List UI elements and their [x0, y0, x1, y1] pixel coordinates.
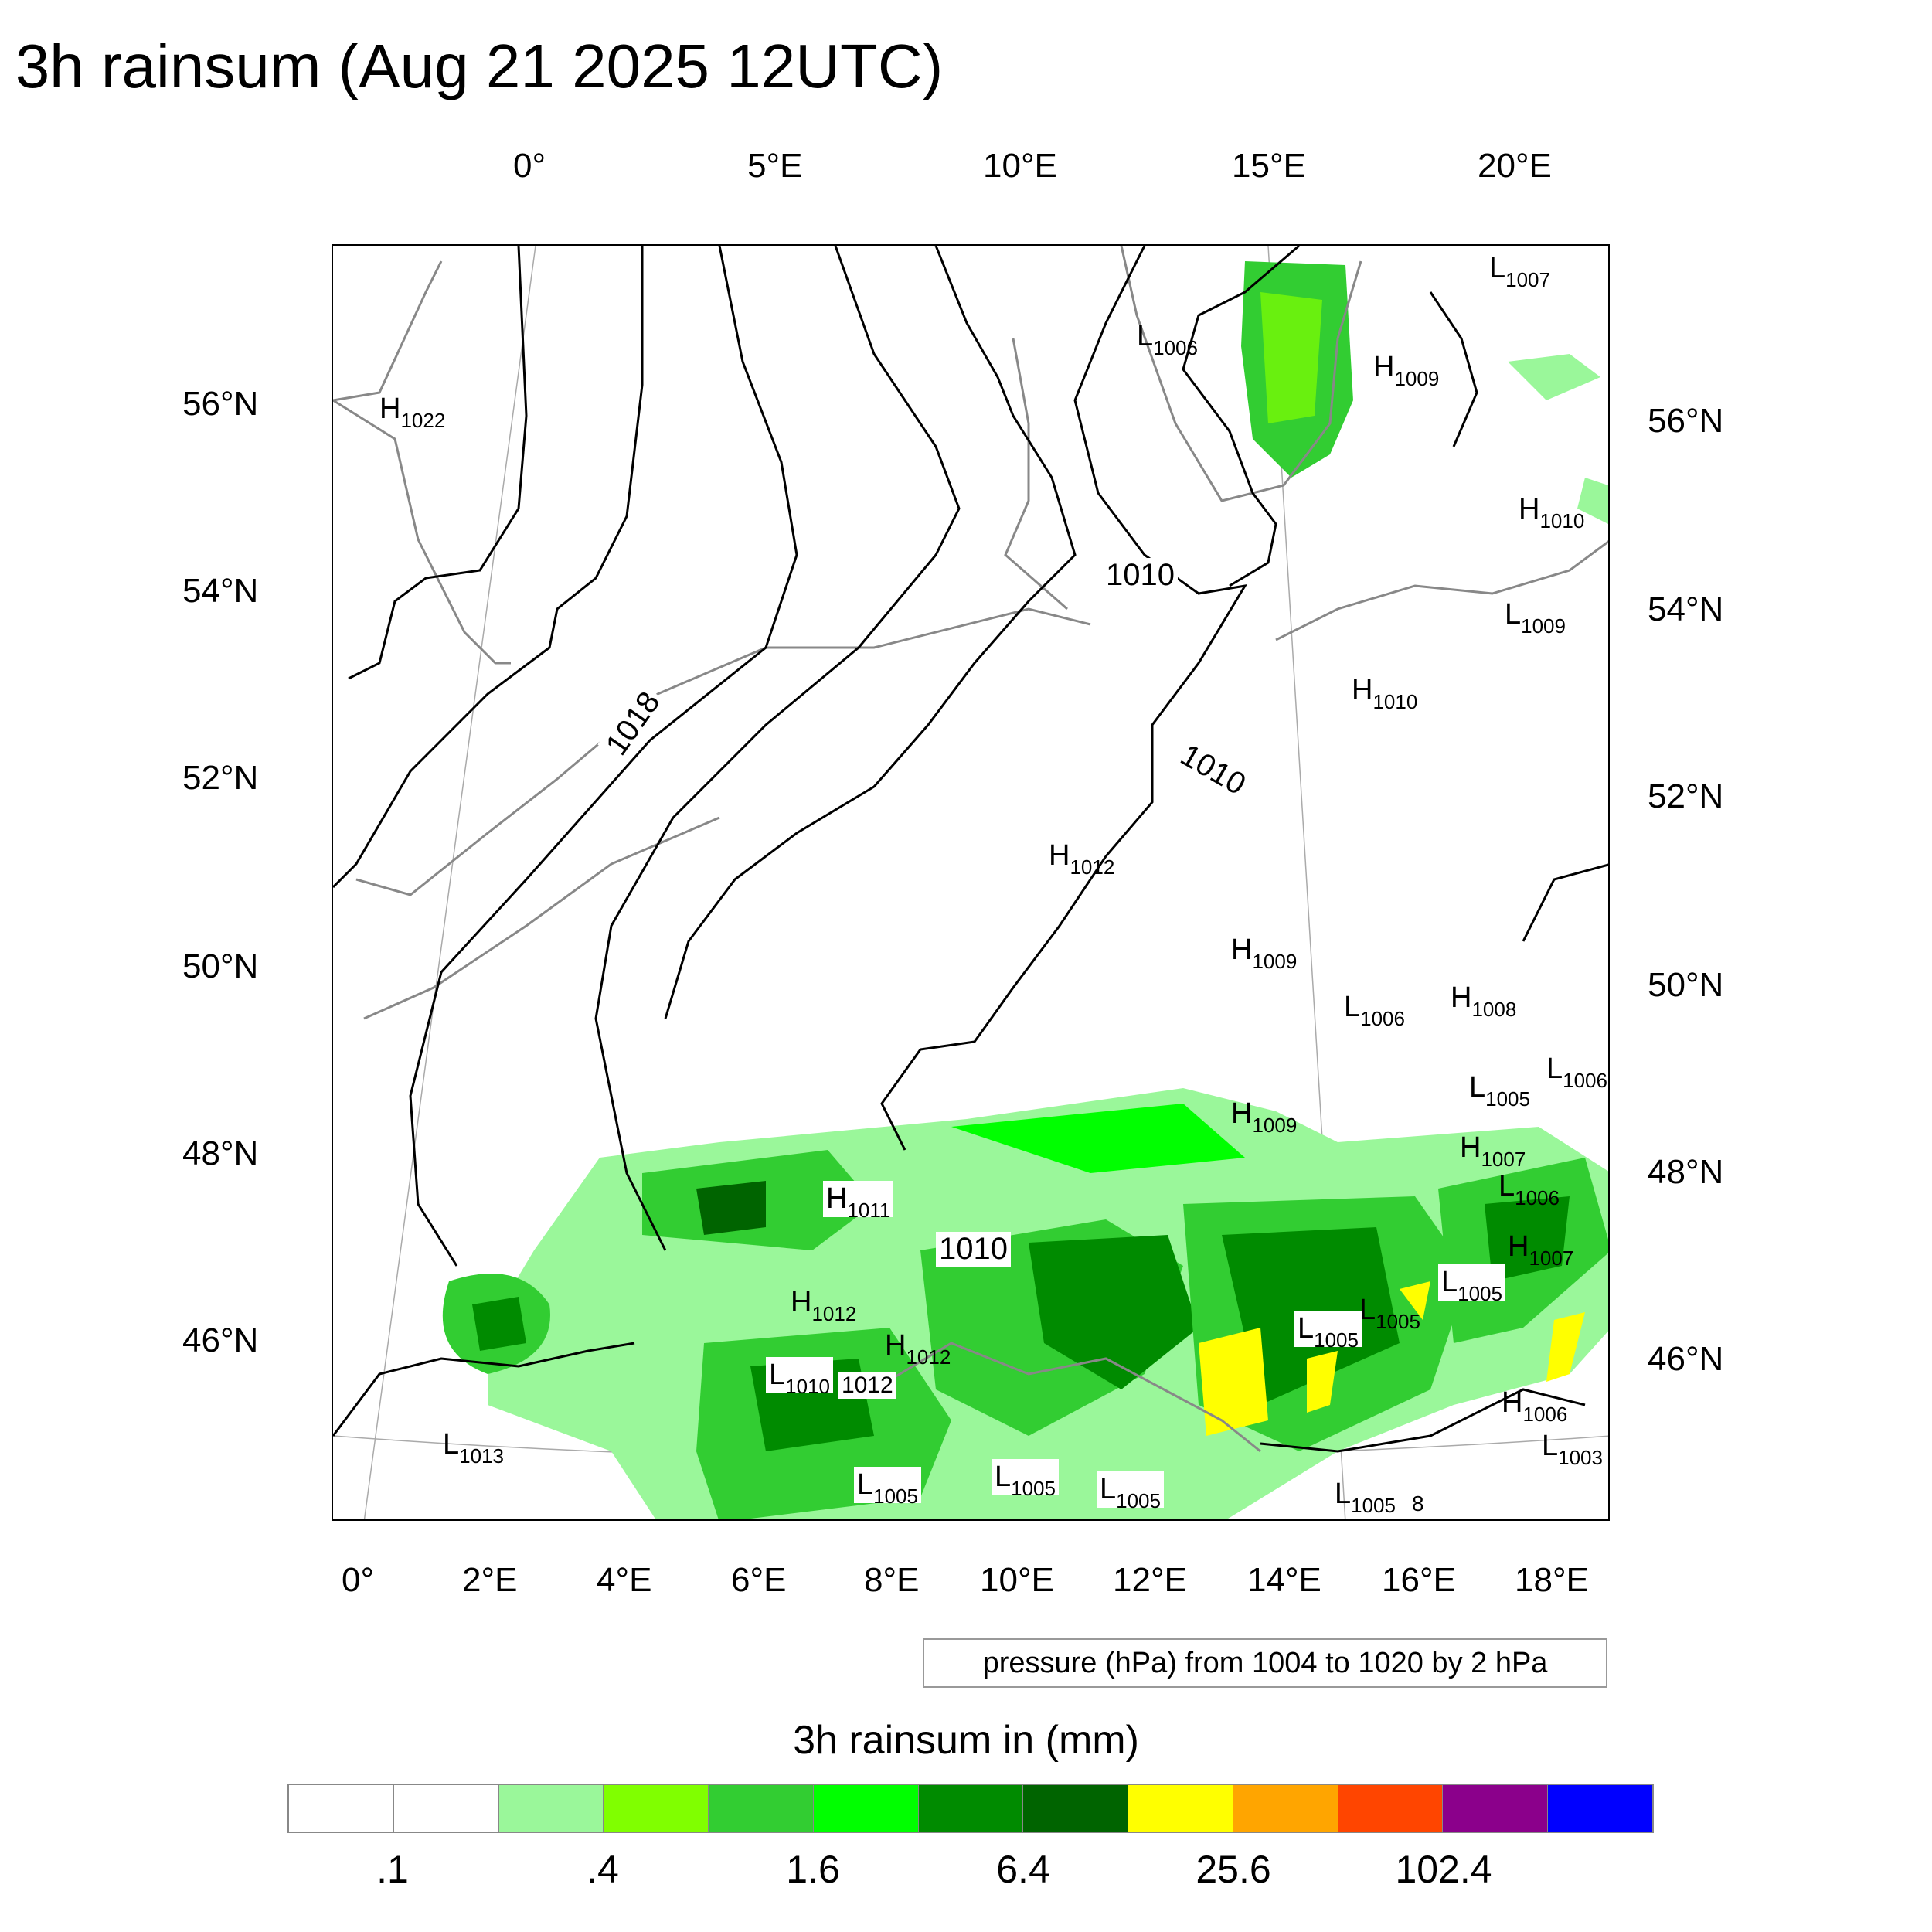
colorbar-swatch	[289, 1785, 394, 1832]
contour-label: 8	[1409, 1492, 1427, 1516]
top-tick: 10°E	[983, 147, 1057, 185]
pressure-center: L1005	[1469, 1071, 1530, 1111]
pressure-center: H1011	[823, 1181, 894, 1222]
pressure-center: L1006	[1344, 991, 1405, 1030]
top-tick: 20°E	[1478, 147, 1552, 185]
colorbar-swatch	[1128, 1785, 1233, 1832]
bottom-tick: 12°E	[1113, 1561, 1187, 1599]
pressure-info-box: pressure (hPa) from 1004 to 1020 by 2 hP…	[923, 1638, 1607, 1688]
pressure-center: H1009	[1373, 351, 1440, 390]
colorbar-swatch	[1548, 1785, 1652, 1832]
pressure-center: L1006	[1137, 320, 1198, 359]
pressure-center: H1010	[1352, 674, 1418, 713]
pressure-center: H1012	[791, 1286, 857, 1325]
colorbar-title: 3h rainsum in (mm)	[793, 1718, 1139, 1763]
pressure-center: H1012	[1049, 839, 1115, 879]
pressure-center: L1010	[766, 1357, 833, 1398]
contour-label: 1012	[838, 1372, 896, 1399]
right-tick: 46°N	[1648, 1340, 1724, 1378]
colorbar-label: 102.4	[1395, 1848, 1492, 1891]
colorbar-swatch	[604, 1785, 709, 1832]
colorbar-swatch	[1233, 1785, 1338, 1832]
right-tick: 48°N	[1648, 1153, 1724, 1191]
colorbar-label: 6.4	[996, 1848, 1050, 1891]
pressure-center: L1005	[1335, 1478, 1396, 1517]
colorbar-label: .1	[376, 1848, 409, 1891]
pressure-center: H1009	[1231, 1097, 1298, 1137]
pressure-center: L1006	[1546, 1053, 1607, 1092]
top-tick: 15°E	[1232, 147, 1306, 185]
colorbar-label: 25.6	[1196, 1848, 1271, 1891]
pressure-center: L1005	[1294, 1311, 1362, 1352]
colorbar-swatch	[709, 1785, 814, 1832]
left-tick: 56°N	[182, 385, 259, 423]
colorbar-swatch	[1023, 1785, 1129, 1832]
colorbar	[287, 1784, 1654, 1833]
coastline	[333, 246, 1608, 1453]
colorbar-swatch	[393, 1785, 499, 1832]
pressure-center: L1005	[854, 1467, 921, 1508]
bottom-tick: 14°E	[1247, 1561, 1321, 1599]
pressure-center: H1007	[1460, 1131, 1526, 1171]
pressure-center: L1005	[1097, 1471, 1164, 1512]
pressure-center: L1007	[1489, 252, 1550, 291]
pressure-center: H1009	[1231, 934, 1298, 973]
map-title: 3h rainsum (Aug 21 2025 12UTC)	[15, 32, 944, 100]
precip-field	[442, 261, 1608, 1519]
colorbar-swatch	[1443, 1785, 1549, 1832]
pressure-center: L1005	[1438, 1264, 1505, 1305]
contour-label: 1010	[936, 1232, 1011, 1267]
pressure-center: L1006	[1498, 1170, 1560, 1209]
pressure-center: L1003	[1542, 1430, 1603, 1469]
bottom-tick: 16°E	[1382, 1561, 1456, 1599]
bottom-tick: 6°E	[731, 1561, 787, 1599]
left-tick: 54°N	[182, 572, 259, 610]
pressure-center: L1005	[992, 1459, 1059, 1500]
left-tick: 46°N	[182, 1321, 259, 1359]
map-panel[interactable]: H1022 L1006 H1009 L1007 H1010 L1009 H101…	[332, 244, 1610, 1521]
bottom-tick: 2°E	[462, 1561, 518, 1599]
pressure-center: H1012	[885, 1329, 951, 1369]
right-tick: 56°N	[1648, 402, 1724, 440]
right-tick: 54°N	[1648, 590, 1724, 628]
pressure-center: H1006	[1502, 1386, 1568, 1426]
bottom-tick: 18°E	[1515, 1561, 1589, 1599]
colorbar-swatch	[498, 1785, 604, 1832]
bottom-tick: 8°E	[864, 1561, 920, 1599]
right-tick: 50°N	[1648, 966, 1724, 1004]
pressure-center: H1010	[1519, 493, 1585, 532]
map-graphics	[333, 246, 1608, 1519]
left-tick: 52°N	[182, 759, 259, 797]
pressure-center: H1007	[1508, 1230, 1574, 1270]
bottom-tick: 0°	[342, 1561, 375, 1599]
colorbar-swatch	[813, 1785, 919, 1832]
right-tick: 52°N	[1648, 777, 1724, 815]
pressure-center: L1009	[1505, 598, 1566, 638]
colorbar-label: 1.6	[786, 1848, 840, 1891]
pressure-center: L1013	[443, 1428, 504, 1468]
pressure-center: H1022	[379, 393, 446, 432]
top-tick: 5°E	[747, 147, 803, 185]
top-tick: 0°	[513, 147, 546, 185]
left-tick: 48°N	[182, 1134, 259, 1172]
contour-label: 1010	[1103, 558, 1178, 593]
colorbar-swatch	[1338, 1785, 1444, 1832]
pressure-center: H1008	[1451, 981, 1517, 1021]
colorbar-swatch	[918, 1785, 1024, 1832]
left-tick: 50°N	[182, 947, 259, 985]
isobars	[333, 246, 1608, 1453]
pressure-center: L1005	[1359, 1294, 1420, 1333]
bottom-tick: 10°E	[980, 1561, 1054, 1599]
bottom-tick: 4°E	[597, 1561, 652, 1599]
colorbar-label: .4	[587, 1848, 619, 1891]
